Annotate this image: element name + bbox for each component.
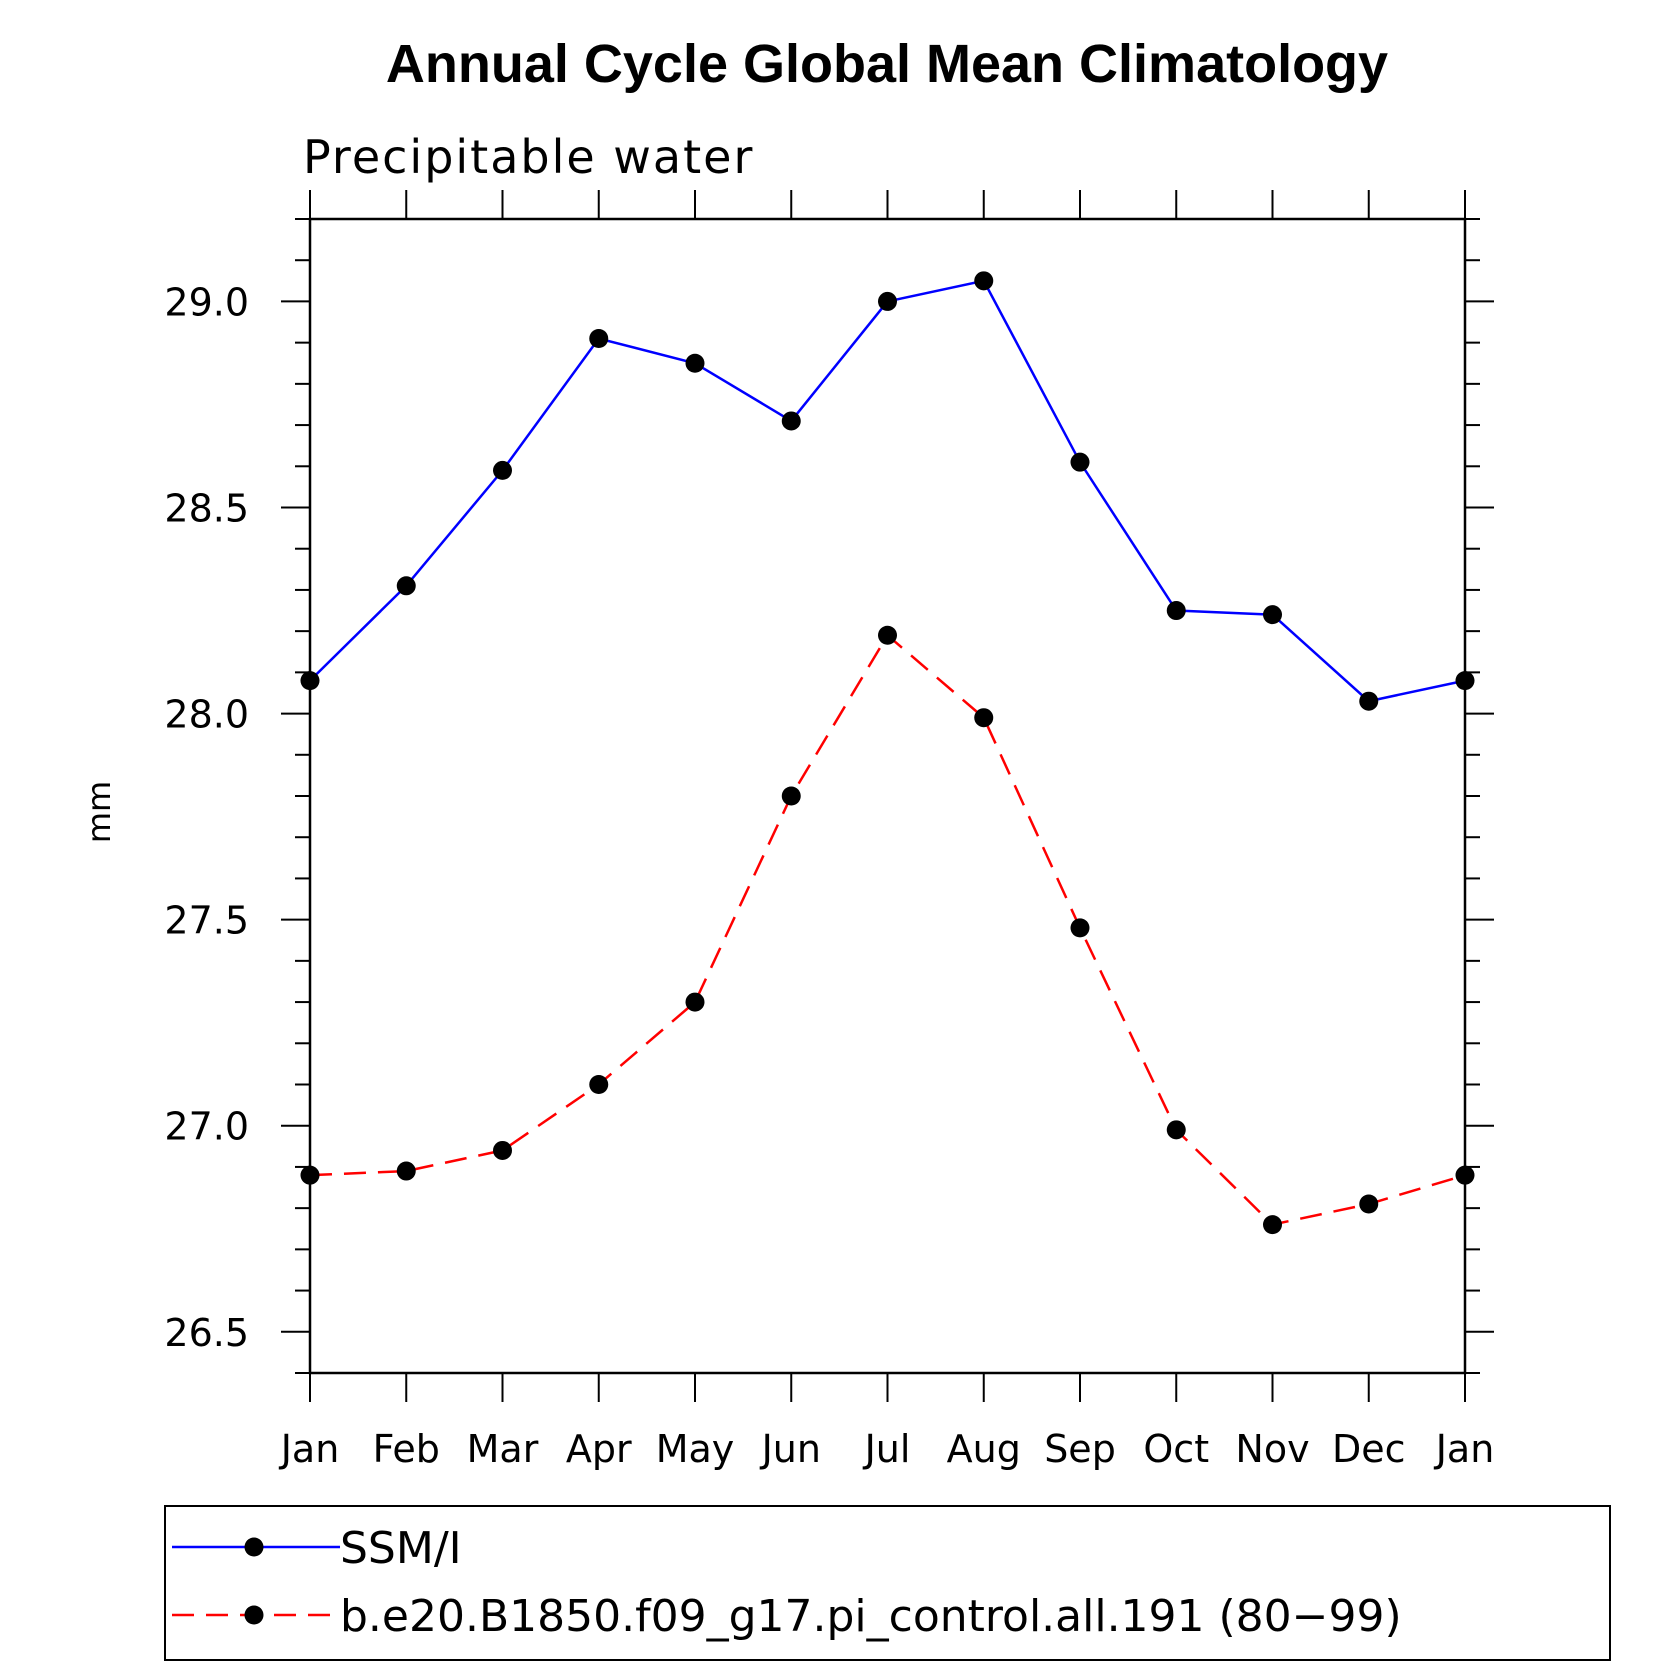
- x-tick-label: Dec: [1332, 1427, 1406, 1471]
- series-1-point: [1263, 605, 1282, 625]
- series-2-point: [685, 992, 705, 1012]
- series-2-point: [1455, 1165, 1475, 1185]
- series-1-point: [589, 329, 609, 349]
- legend-label-1: SSM/I: [340, 1523, 462, 1574]
- chart-subtitle: Precipitable water: [303, 130, 754, 184]
- series-1-point: [878, 291, 897, 311]
- legend-box: [164, 1505, 1611, 1661]
- x-tick-label: Jan: [279, 1427, 340, 1471]
- series-2-point: [974, 708, 994, 728]
- x-tick-label: May: [656, 1427, 735, 1471]
- x-axis-ticks: Jan Feb Mar Apr May Jun Jul Aug Sep Oct Nov Dec Jan: [279, 190, 1495, 1471]
- series-1-point: [300, 671, 320, 691]
- x-tick-label: Jun: [760, 1427, 821, 1471]
- series-2-point: [300, 1165, 320, 1185]
- y-axis-ticks: 26.5 27.0 27.5 28.0 28.5 29.0: [164, 218, 1494, 1374]
- x-tick-label: Oct: [1143, 1427, 1209, 1471]
- x-tick-label: Jul: [863, 1427, 911, 1471]
- y-tick-label: 26.5: [164, 1311, 249, 1355]
- x-tick-label: Mar: [467, 1427, 539, 1471]
- series-2-point: [1166, 1120, 1186, 1140]
- x-tick-label: Jan: [1434, 1427, 1495, 1471]
- series-2-point: [493, 1140, 512, 1160]
- axes: [308, 217, 1467, 1375]
- chart-title: Annual Cycle Global Mean Climatology: [386, 34, 1388, 94]
- series-1-point: [974, 271, 994, 291]
- plot-area: [300, 271, 1475, 1235]
- legend-marker-2: [244, 1605, 264, 1625]
- x-tick-label: Aug: [947, 1427, 1021, 1471]
- y-tick-label: 28.0: [164, 693, 249, 737]
- legend-marker-1: [244, 1537, 264, 1557]
- y-axis-label: mm: [80, 781, 118, 843]
- y-tick-label: 29.0: [164, 280, 249, 324]
- legend-label-2: b.e20.B1850.f09_g17.pi_control.all.191 (…: [340, 1591, 1402, 1642]
- series-1-point: [685, 353, 705, 373]
- series-1-point: [1166, 601, 1186, 621]
- x-tick-label: Apr: [566, 1427, 632, 1471]
- plot-frame: [308, 217, 1467, 1375]
- y-tick-label: 27.0: [164, 1105, 249, 1149]
- x-tick-label: Nov: [1235, 1427, 1309, 1471]
- series-1-point: [1070, 452, 1090, 472]
- series-2-line: [309, 633, 1466, 1226]
- series-2-point: [1070, 918, 1090, 938]
- series-1-point: [1359, 691, 1379, 711]
- series-1-point: [396, 576, 416, 596]
- series-2-point: [781, 786, 801, 806]
- y-tick-label: 28.5: [164, 487, 249, 531]
- series-2-point: [589, 1075, 609, 1094]
- series-2-point: [878, 625, 897, 645]
- series-2-point: [1359, 1194, 1379, 1214]
- series-1-point: [1455, 671, 1475, 691]
- x-tick-label: Feb: [373, 1427, 440, 1471]
- legend: SSM/I b.e20.B1850.f09_g17.pi_control.all.…: [164, 1505, 1611, 1661]
- y-tick-label: 27.5: [164, 899, 249, 943]
- series-1-point: [781, 411, 801, 431]
- series-2-point: [396, 1161, 416, 1181]
- x-tick-label: Sep: [1044, 1427, 1116, 1471]
- series-2-point: [1263, 1215, 1282, 1235]
- series-1-point: [493, 460, 512, 480]
